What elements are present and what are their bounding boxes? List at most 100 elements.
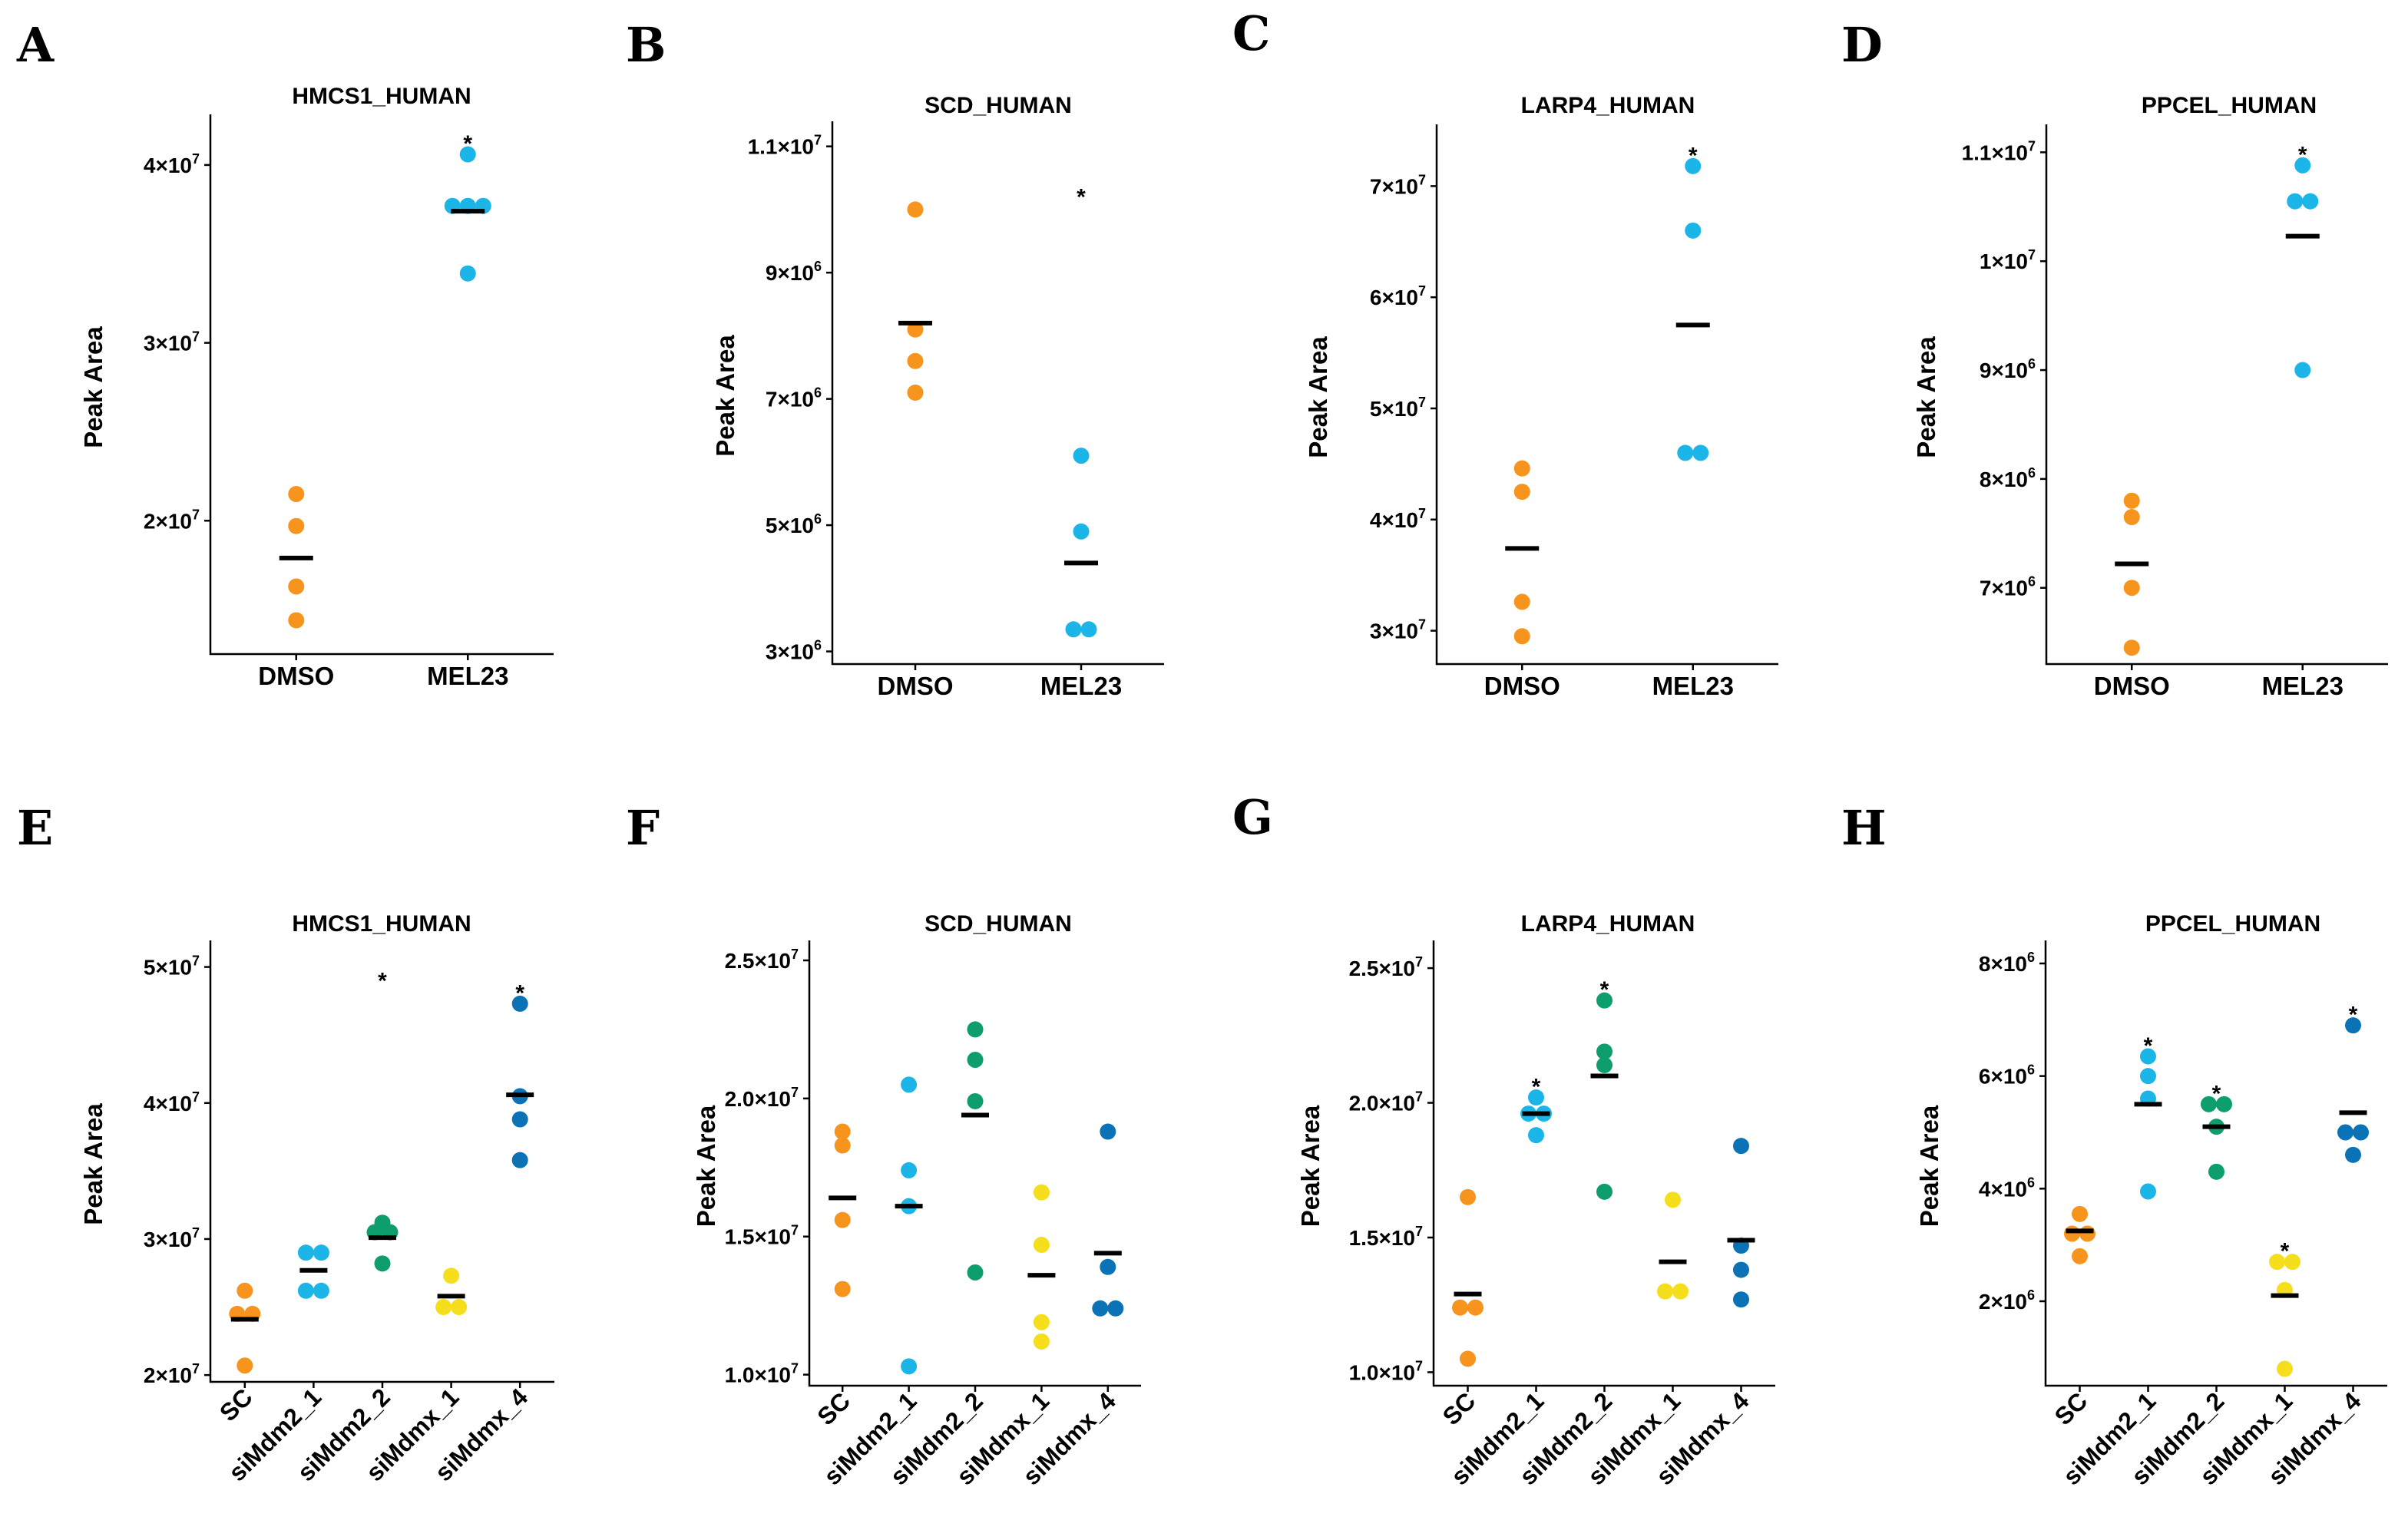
data-point <box>297 1282 314 1299</box>
data-point <box>1080 621 1097 638</box>
data-point <box>288 486 305 502</box>
y-tick-label: 1.1×107 <box>748 133 822 159</box>
y-tick-label: 9×106 <box>1980 356 2036 382</box>
data-point <box>435 1299 452 1316</box>
data-point <box>2123 580 2140 597</box>
data-point <box>834 1211 851 1228</box>
data-point <box>2345 1017 2361 1034</box>
chart-title: SCD_HUMAN <box>925 93 1072 118</box>
y-tick-label: 6×107 <box>1370 283 1426 309</box>
chart-title: PPCEL_HUMAN <box>2145 911 2320 937</box>
y-tick-label: 9×106 <box>766 259 822 285</box>
data-point <box>2072 1248 2088 1264</box>
data-point <box>511 1152 528 1168</box>
y-tick-label: 4×106 <box>1979 1175 2035 1201</box>
y-tick-label: 2×107 <box>144 507 200 533</box>
chart-title: HMCS1_HUMAN <box>292 911 471 937</box>
significance-star: * <box>1532 1075 1541 1100</box>
y-tick-label: 2.0×107 <box>725 1085 799 1111</box>
data-point <box>901 1076 918 1093</box>
significance-star: * <box>463 131 472 157</box>
axes <box>2044 940 2387 1387</box>
panel-letter: E <box>17 800 53 856</box>
data-point <box>967 1092 984 1109</box>
data-point <box>2302 193 2319 210</box>
data-point <box>443 1267 460 1284</box>
x-tick-label: SC <box>2049 1386 2093 1430</box>
data-point <box>451 1299 468 1316</box>
data-point <box>2079 1225 2095 1242</box>
x-tick-label: SC <box>812 1386 855 1430</box>
data-point <box>1733 1291 1749 1308</box>
data-point <box>2123 639 2140 656</box>
y-tick-label: 3×107 <box>1370 617 1426 643</box>
y-tick-label: 1.1×107 <box>1962 138 2036 164</box>
panel-c: C LARP4_HUMAN Peak Area 3×107 4×107 5×107 6×10… <box>1232 5 1778 700</box>
panel-letter: H <box>1841 800 1887 856</box>
significance-star: * <box>2298 142 2307 167</box>
y-tick-label: 7×107 <box>1370 172 1426 198</box>
data-point <box>2345 1146 2361 1163</box>
data-point <box>1677 444 1694 461</box>
significance-star: * <box>2144 1033 2153 1059</box>
axes <box>1432 940 1775 1387</box>
y-axis-label: Peak Area <box>1296 1105 1325 1227</box>
data-point <box>237 1357 253 1374</box>
y-tick-label: 1.0×107 <box>1349 1358 1423 1384</box>
y-axis-label: Peak Area <box>1912 336 1940 458</box>
data-point <box>1100 1123 1116 1140</box>
significance-star: * <box>2349 1003 2358 1028</box>
panel-letter: F <box>626 800 660 856</box>
data-point <box>1685 157 1702 174</box>
data-point <box>2140 1048 2156 1065</box>
data-point <box>1460 1350 1476 1367</box>
data-point <box>2201 1096 2217 1112</box>
x-tick-label: SC <box>1437 1386 1481 1430</box>
x-tick-label: DMSO <box>258 662 334 690</box>
panel-letter: A <box>16 17 55 73</box>
data-point <box>834 1137 851 1154</box>
chart-title: LARP4_HUMAN <box>1521 911 1695 937</box>
data-point <box>2277 1360 2293 1377</box>
panel-d: D PPCEL_HUMAN Peak Area 7×106 8×106 9×106 1×10… <box>1841 17 2388 700</box>
y-axis-label: Peak Area <box>79 1103 108 1225</box>
chart-title: HMCS1_HUMAN <box>292 84 471 109</box>
data-point <box>1073 523 1090 540</box>
y-tick-label: 2.5×107 <box>1349 954 1423 980</box>
data-point <box>1033 1237 1050 1254</box>
data-point <box>2216 1096 2232 1112</box>
data-point <box>901 1162 918 1178</box>
data-point <box>288 517 305 534</box>
data-point <box>1685 222 1702 239</box>
y-tick-label: 2×106 <box>1979 1287 2035 1314</box>
y-tick-label: 2.0×107 <box>1349 1089 1423 1115</box>
y-tick-label: 5×107 <box>144 953 200 980</box>
data-point <box>2269 1254 2285 1271</box>
data-point <box>2123 509 2140 526</box>
panel-a: A HMCS1_HUMAN Peak Area 2×107 3×107 4×107 DMSO… <box>16 17 554 690</box>
data-point <box>1733 1261 1749 1278</box>
data-point <box>1092 1300 1109 1317</box>
data-point <box>1596 1043 1612 1060</box>
x-tick-label: DMSO <box>1484 672 1560 700</box>
data-point <box>1513 460 1530 477</box>
y-tick-label: 7×106 <box>1980 574 2036 600</box>
y-tick-label: 5×106 <box>766 511 822 537</box>
y-tick-label: 1.0×107 <box>725 1361 799 1387</box>
data-point <box>313 1282 329 1299</box>
axes <box>2045 124 2388 666</box>
y-tick-label: 1.5×107 <box>1349 1224 1423 1250</box>
y-tick-label: 2.5×107 <box>725 947 799 973</box>
data-point <box>1460 1188 1476 1205</box>
significance-star: * <box>2212 1081 2221 1106</box>
data-point <box>288 578 305 595</box>
panel-h: H PPCEL_HUMAN Peak Area 2×106 4×106 6×106 8×10… <box>1841 800 2387 1490</box>
axes <box>831 121 1164 666</box>
data-point <box>2072 1205 2088 1222</box>
data-point <box>1513 484 1530 501</box>
data-point <box>1467 1299 1484 1316</box>
data-point <box>1513 593 1530 610</box>
data-point <box>2140 1068 2156 1085</box>
data-point <box>1596 1056 1612 1073</box>
data-point <box>374 1255 391 1272</box>
